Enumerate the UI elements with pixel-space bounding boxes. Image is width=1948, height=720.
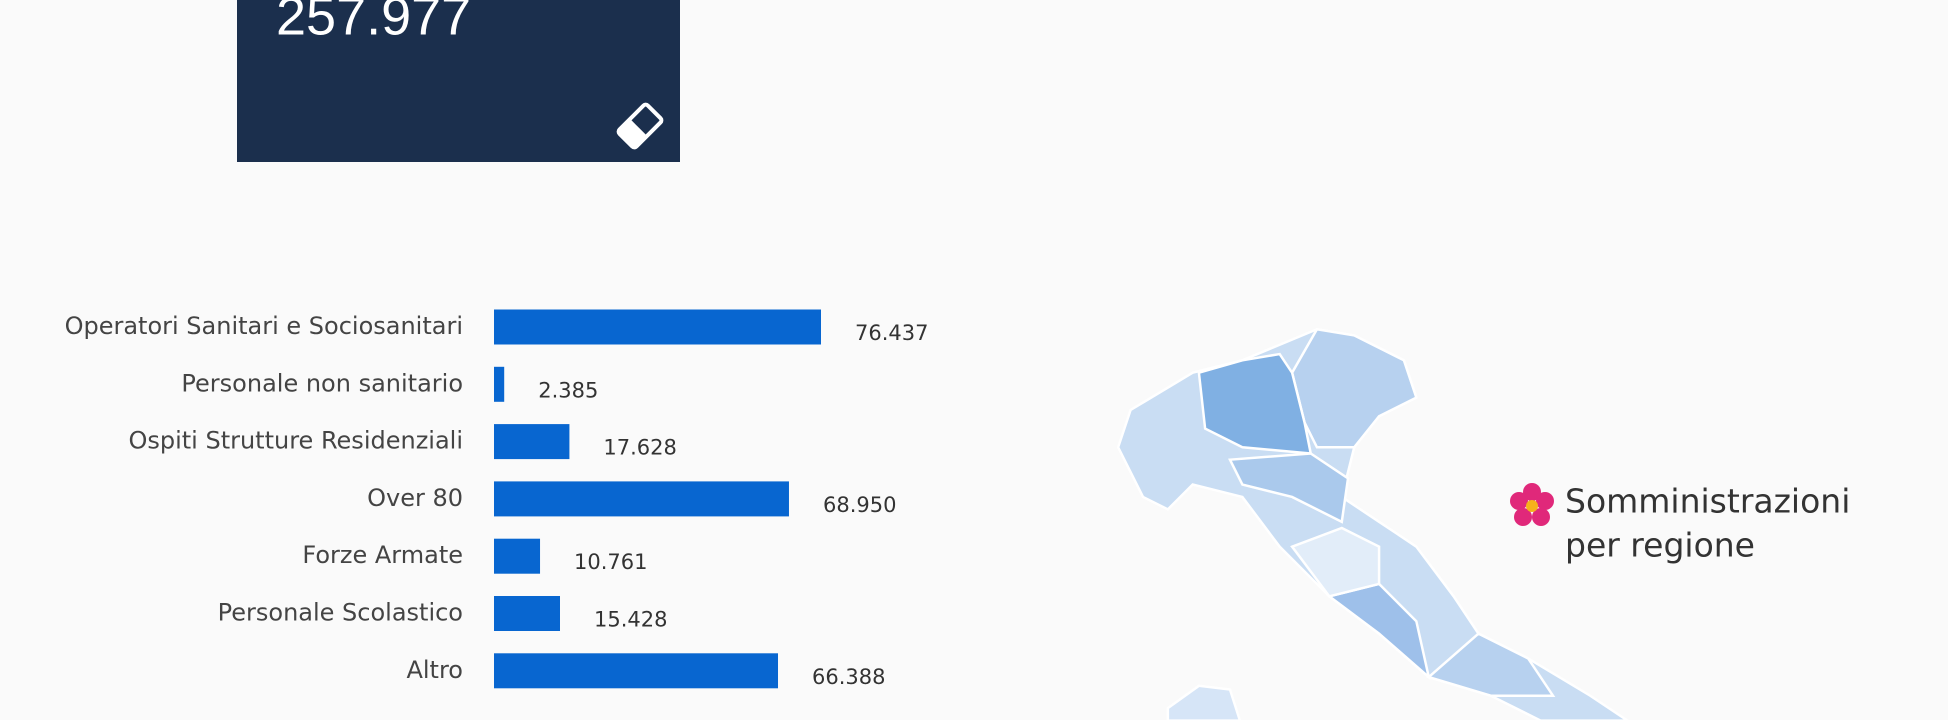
bar: [494, 538, 541, 574]
map-label: per regione: [1565, 526, 1755, 565]
flower-icon: [1510, 483, 1554, 526]
category-label: Forze Armate: [302, 541, 463, 569]
map-label: Somministrazioni: [1565, 482, 1850, 521]
category-label: Personale non sanitario: [181, 369, 463, 397]
bar: [494, 653, 779, 689]
category-label: Ospiti Strutture Residenziali: [128, 427, 463, 455]
total-value: 257.977: [276, 0, 471, 46]
category-label: Altro: [406, 656, 463, 684]
bar: [494, 366, 505, 402]
bar: [494, 309, 821, 345]
value-label: 76.437: [855, 321, 928, 345]
bar: [494, 481, 789, 517]
value-label: 66.388: [812, 665, 885, 689]
value-label: 2.385: [538, 378, 598, 402]
bar: [494, 424, 570, 460]
value-label: 17.628: [603, 436, 676, 460]
category-label: Personale Scolastico: [218, 599, 463, 627]
category-label: Over 80: [367, 484, 463, 512]
value-label: 68.950: [823, 493, 896, 517]
value-label: 10.761: [574, 550, 647, 574]
total-card: [237, 0, 680, 162]
eraser-icon: [616, 102, 664, 150]
bar: [494, 596, 561, 631]
italy-map: [1116, 327, 1629, 720]
value-label: 15.428: [594, 608, 667, 632]
category-label: Operatori Sanitari e Sociosanitari: [65, 312, 463, 340]
